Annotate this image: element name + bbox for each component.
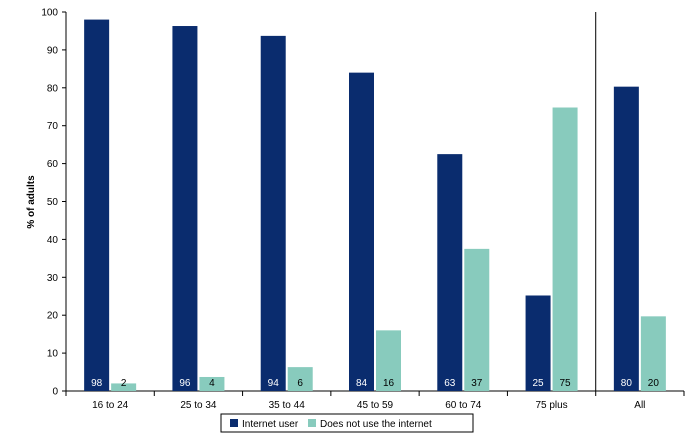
bar-internet-user <box>172 26 198 391</box>
data-label: 2 <box>121 378 127 389</box>
data-label: 4 <box>209 378 215 389</box>
bar-non-user <box>376 330 401 391</box>
bar-internet-user <box>349 72 374 391</box>
x-tick-label: 25 to 34 <box>180 400 217 411</box>
y-tick-label: 10 <box>47 349 59 360</box>
data-label: 63 <box>444 378 456 389</box>
legend-label: Internet user <box>242 419 299 430</box>
x-tick-label: 35 to 44 <box>269 400 306 411</box>
data-label: 94 <box>268 378 280 389</box>
data-label: 98 <box>91 378 103 389</box>
data-label: 25 <box>533 378 545 389</box>
data-label: 16 <box>383 378 395 389</box>
bar-non-user <box>552 107 578 392</box>
data-label: 96 <box>179 378 191 389</box>
legend-label: Does not use the internet <box>320 419 432 430</box>
y-tick-label: 70 <box>47 121 59 132</box>
bar-non-user <box>111 383 137 391</box>
legend: Internet user Does not use the internet <box>220 413 474 433</box>
bar-non-user <box>199 376 225 391</box>
legend-swatch-non-user <box>308 419 316 427</box>
bar-internet-user <box>260 35 286 391</box>
axes-group: 0 10 20 30 40 50 60 70 80 90 100 <box>41 8 685 398</box>
x-tick-label: 60 to 74 <box>445 400 482 411</box>
data-label: 84 <box>356 378 368 389</box>
bar-non-user <box>640 316 666 391</box>
labels-group: 16 to 24 25 to 34 35 to 44 45 to 59 60 to 74… <box>91 378 659 411</box>
bar-non-user <box>464 248 490 391</box>
x-tick-label: 45 to 59 <box>357 400 394 411</box>
data-label: 75 <box>560 378 572 389</box>
data-label: 6 <box>297 378 303 389</box>
x-tick-label: 75 plus <box>535 400 567 411</box>
bar-internet-user <box>525 295 551 391</box>
bar-internet-user <box>437 154 463 391</box>
y-tick-label: 30 <box>47 273 59 284</box>
y-tick-label: 100 <box>41 8 58 19</box>
legend-box <box>220 413 474 433</box>
y-tick-label: 60 <box>47 159 59 170</box>
legend-swatch-internet-user <box>230 419 238 427</box>
y-tick-label: 80 <box>47 83 59 94</box>
data-label: 20 <box>648 378 660 389</box>
bar-non-user <box>287 367 313 391</box>
x-tick-label: 16 to 24 <box>92 400 129 411</box>
y-tick-label: 20 <box>47 311 59 322</box>
x-tick-label: All <box>634 400 645 411</box>
data-label: 80 <box>621 378 633 389</box>
bar-internet-user <box>84 19 110 392</box>
y-tick-label: 40 <box>47 235 59 246</box>
y-tick-label: 0 <box>52 387 58 398</box>
y-tick-label: 90 <box>47 45 59 56</box>
bars-group <box>84 19 666 392</box>
y-tick-label: 50 <box>47 197 59 208</box>
bar-internet-user <box>613 86 639 392</box>
y-axis-title: % of adults <box>26 175 37 229</box>
data-label: 37 <box>471 378 483 389</box>
